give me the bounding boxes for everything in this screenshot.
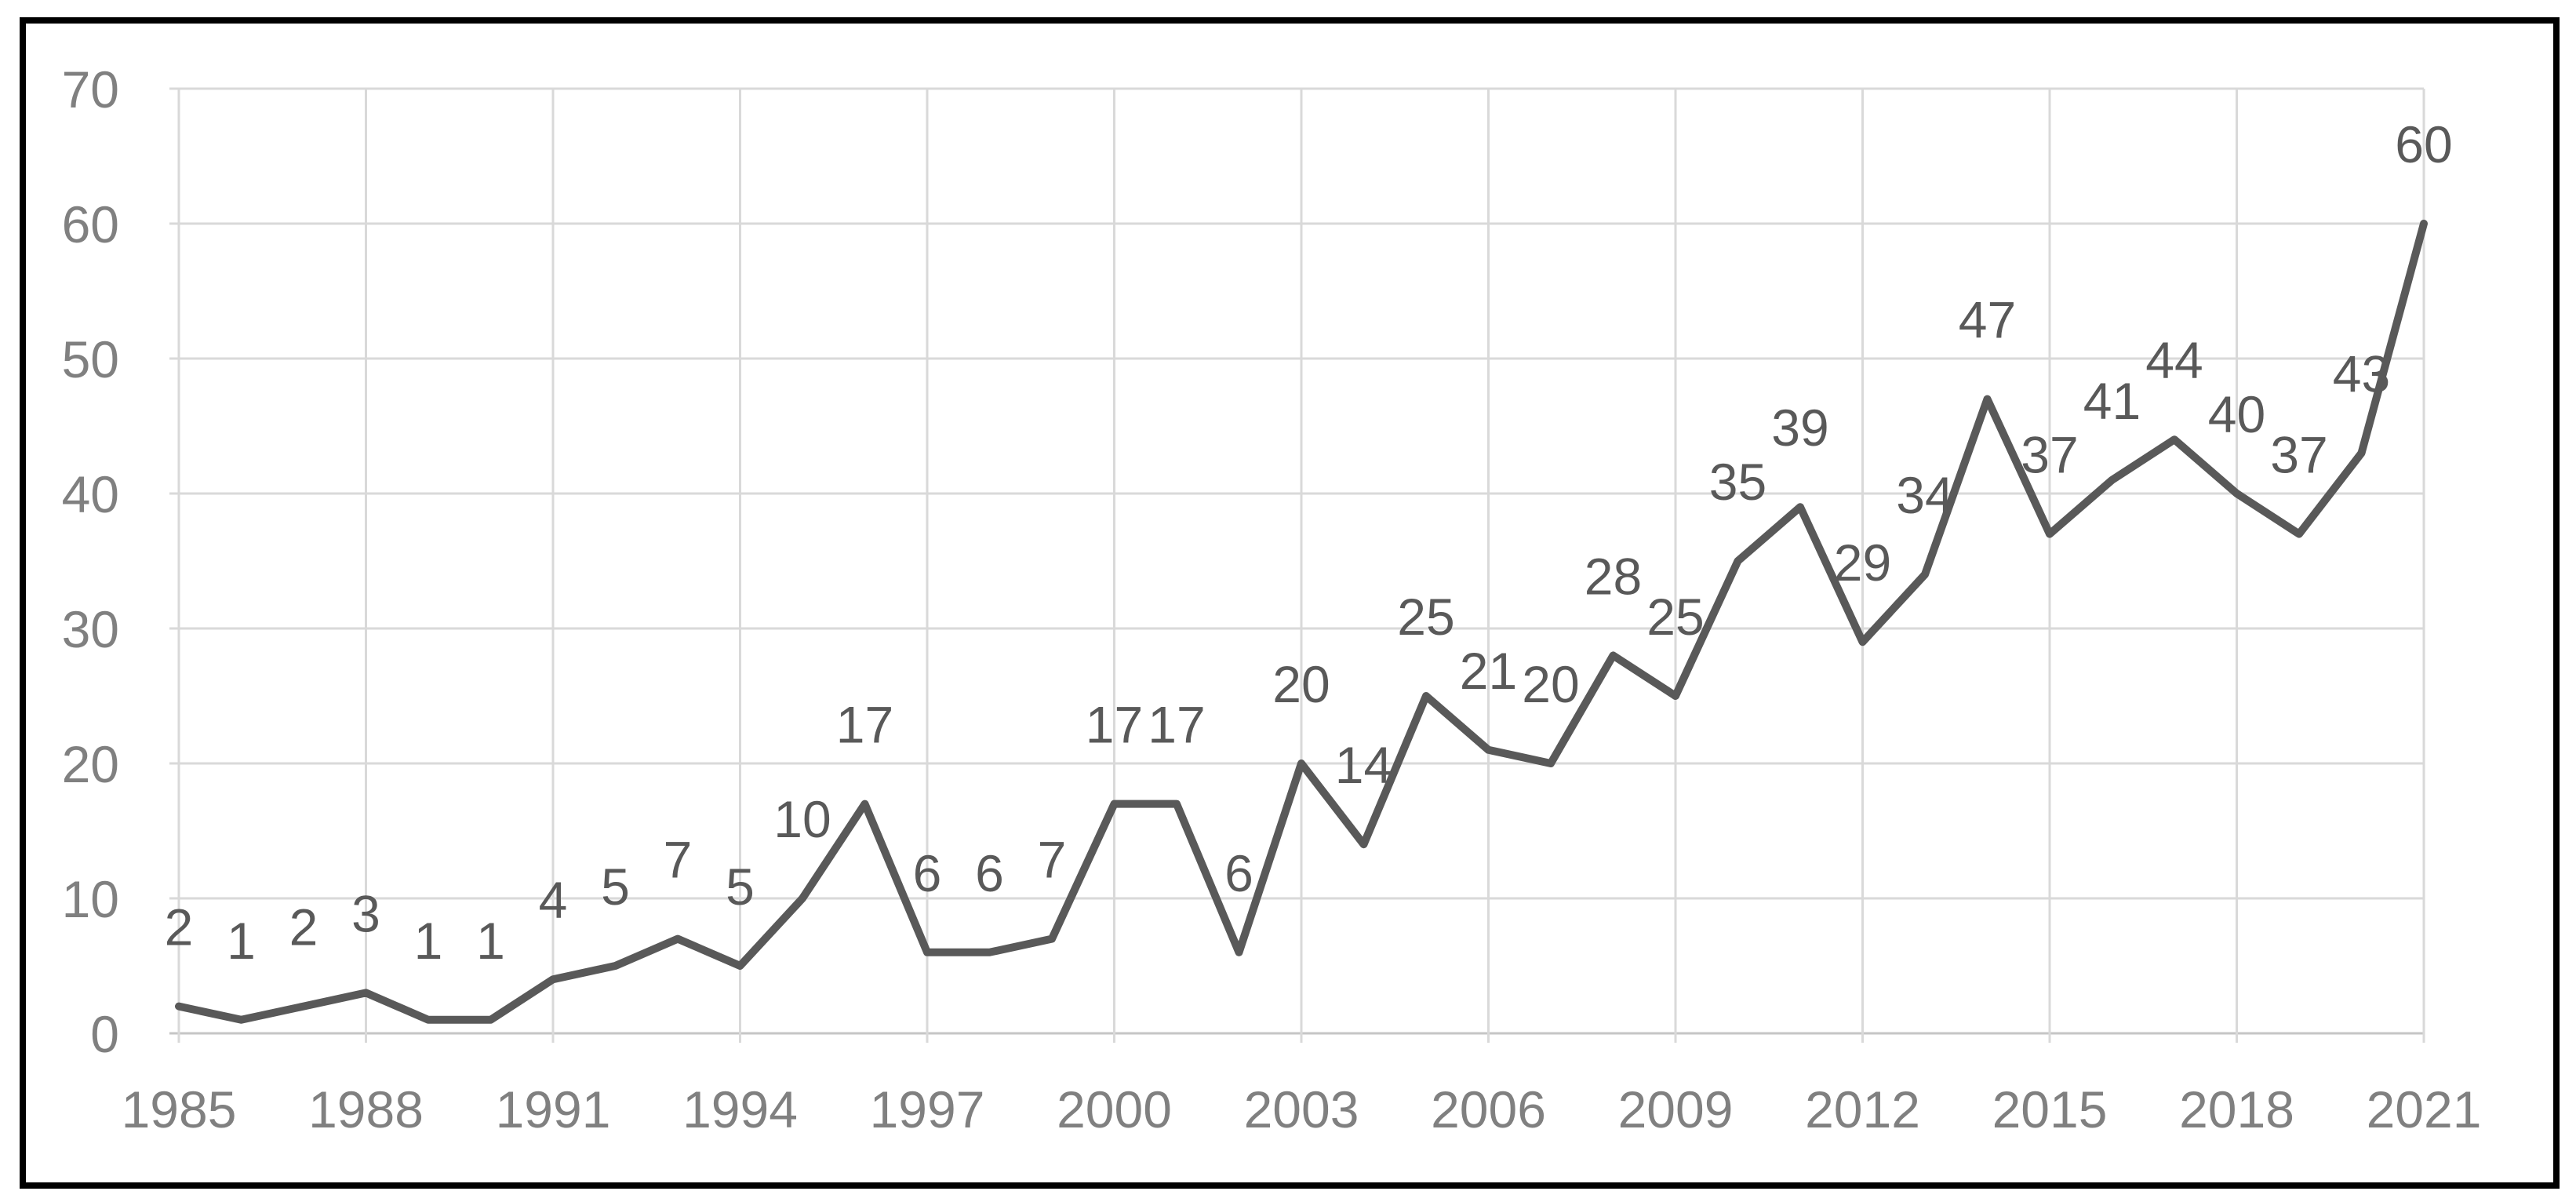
x-axis-tick-label: 2009 <box>1618 1080 1734 1138</box>
data-point-label: 25 <box>1397 588 1454 646</box>
data-point-label: 2 <box>165 898 194 956</box>
data-point-label: 28 <box>1585 547 1642 605</box>
y-axis-tick-label: 20 <box>62 735 119 793</box>
data-series-line <box>175 220 2428 1024</box>
data-point-label: 14 <box>1335 736 1392 794</box>
data-point-label: 41 <box>2083 372 2141 430</box>
data-point-label: 34 <box>1896 466 1953 524</box>
data-point-label: 20 <box>1272 655 1330 713</box>
data-point-label: 29 <box>1834 534 1891 592</box>
data-point-label: 47 <box>1959 291 2016 349</box>
data-point-label: 5 <box>601 858 630 916</box>
data-point-label: 10 <box>773 790 831 848</box>
y-axis-tick-label: 60 <box>62 195 119 253</box>
data-point-label: 35 <box>1709 453 1766 511</box>
data-point-label: 17 <box>1086 696 1143 754</box>
x-axis-tick-label: 2000 <box>1057 1080 1172 1138</box>
data-point-label: 17 <box>1148 696 1205 754</box>
x-axis-tick-label: 1994 <box>682 1080 798 1138</box>
data-point-label: 39 <box>1771 399 1828 457</box>
y-axis-tick-label: 30 <box>62 600 119 658</box>
data-point-label: 40 <box>2208 385 2265 443</box>
y-axis-tick-label: 40 <box>62 465 119 523</box>
data-point-label: 21 <box>1460 642 1517 700</box>
data-point-label: 1 <box>414 912 443 970</box>
x-axis-tick-label: 2006 <box>1431 1080 1546 1138</box>
data-point-label: 37 <box>2021 426 2078 484</box>
x-axis-tick-label: 1988 <box>308 1080 424 1138</box>
x-axis-tick-label: 2003 <box>1244 1080 1359 1138</box>
x-axis-tick-label: 1985 <box>122 1080 237 1138</box>
data-point-label: 4 <box>539 871 568 929</box>
data-point-label: 7 <box>664 831 693 889</box>
data-point-label: 1 <box>476 912 505 970</box>
y-axis-tick-label: 0 <box>90 1005 119 1063</box>
data-point-label: 37 <box>2270 426 2327 484</box>
figure-border <box>20 17 2560 1189</box>
y-axis-tick-label: 50 <box>62 330 119 388</box>
x-axis-tick-label: 1997 <box>870 1080 985 1138</box>
data-point-label: 43 <box>2333 344 2390 402</box>
x-axis-tick-label: 1991 <box>496 1080 611 1138</box>
y-axis-tick-label: 70 <box>62 60 119 118</box>
y-axis-tick-label: 10 <box>62 870 119 928</box>
data-point-label: 6 <box>1224 844 1253 902</box>
data-point-label: 5 <box>726 858 755 916</box>
data-point-label: 1 <box>227 912 256 970</box>
data-point-label: 25 <box>1646 588 1704 646</box>
data-point-label: 44 <box>2145 331 2203 389</box>
data-point-label: 17 <box>836 696 893 754</box>
data-point-label: 6 <box>913 844 942 902</box>
x-axis-tick-label: 2012 <box>1805 1080 1920 1138</box>
data-point-label: 60 <box>2395 115 2452 173</box>
data-point-label: 20 <box>1522 655 1579 713</box>
x-axis-tick-label: 2015 <box>1992 1080 2108 1138</box>
x-axis-tick-label: 2018 <box>2179 1080 2294 1138</box>
data-point-label: 2 <box>289 898 318 956</box>
x-axis-tick-label: 2021 <box>2367 1080 2482 1138</box>
data-point-label: 3 <box>351 884 380 942</box>
data-point-label: 7 <box>1038 831 1067 889</box>
data-point-label: 6 <box>975 844 1004 902</box>
